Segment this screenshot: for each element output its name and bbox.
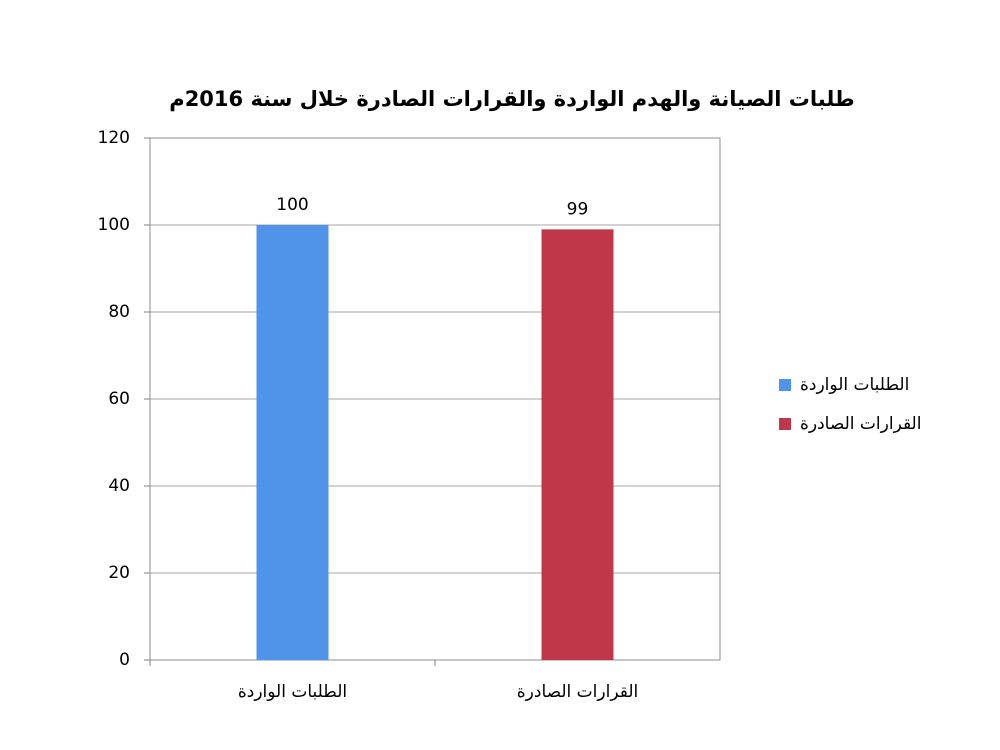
bar [256,225,329,660]
legend-swatch [779,379,791,391]
data-label: 99 [567,199,589,219]
y-tick-label: 120 [98,128,130,148]
y-tick-label: 20 [108,563,130,583]
legend-swatch [779,418,791,430]
y-tick-label: 100 [98,215,130,235]
y-tick-label: 80 [108,302,130,322]
bar [541,229,614,660]
legend-label: القرارات الصادرة [800,414,921,434]
x-tick-label: الطلبات الواردة [238,682,347,702]
data-label: 100 [276,195,308,215]
y-tick-label: 0 [119,650,130,670]
chart-title: طلبات الصيانة والهدم الواردة والقرارات ا… [169,87,854,111]
y-tick-label: 40 [108,476,130,496]
legend-label: الطلبات الواردة [800,375,909,395]
y-tick-label: 60 [108,389,130,409]
x-tick-label: القرارات الصادرة [517,682,638,702]
